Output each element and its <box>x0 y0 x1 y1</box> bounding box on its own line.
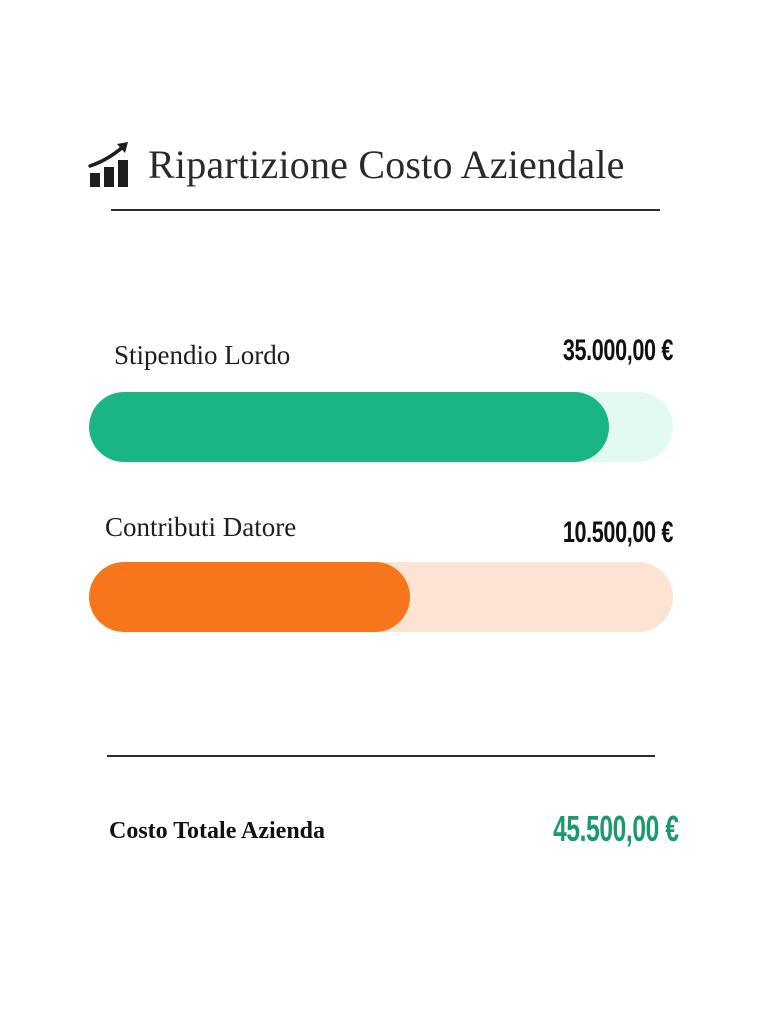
bar-track-contributi <box>89 562 673 632</box>
item-value-contributi: 10.500,00 € <box>562 516 674 549</box>
page-title: Ripartizione Costo Aziendale <box>148 141 625 187</box>
bar-fill-contributi <box>89 562 411 632</box>
item-label-contributi: Contributi Datore <box>105 512 297 542</box>
bar-track-stipendio <box>89 392 673 462</box>
item-value-stipendio: 35.000,00 € <box>562 334 674 367</box>
header: Ripartizione Costo Aziendale <box>88 136 625 192</box>
total-label: Costo Totale Azienda <box>109 818 326 844</box>
bar-fill-stipendio <box>89 392 609 462</box>
chart-growth-icon <box>88 142 128 187</box>
total-divider <box>107 755 655 757</box>
total-value: 45.500,00 € <box>553 808 679 849</box>
header-divider <box>111 209 660 211</box>
item-label-stipendio: Stipendio Lordo <box>114 340 291 370</box>
